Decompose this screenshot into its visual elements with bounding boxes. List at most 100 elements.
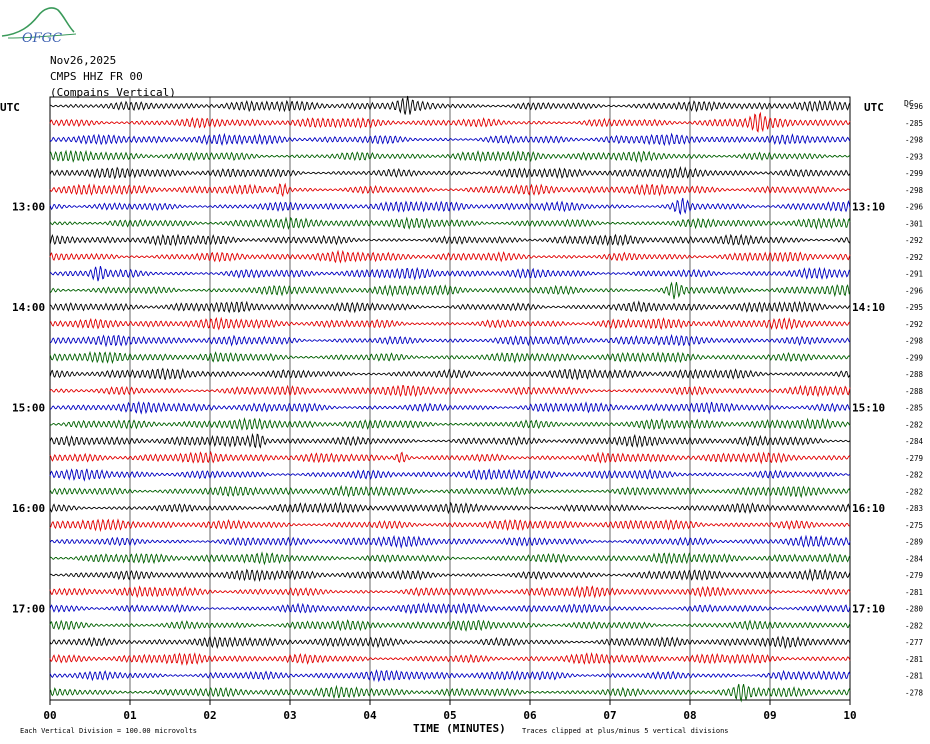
clip-footnote: Traces clipped at plus/minus 5 vertical … [522,727,729,735]
trace-line [49,95,851,115]
dc-offset-label: -285 [905,119,923,128]
dc-offset-label: -281 [905,655,923,664]
dc-offset-label: -288 [905,387,924,396]
scale-footnote: Each Vertical Division = 100.00 microvol… [20,727,197,735]
right-time-label: 14:10 [852,301,885,314]
dc-offset-label: -279 [905,454,923,463]
trace-line [49,367,851,381]
x-tick-label: 08 [683,709,696,722]
chart-date: Nov26,2025 [50,54,117,67]
dc-offset-label: -299 [905,353,923,362]
left-time-label: 14:00 [12,301,45,314]
trace-line [49,216,851,230]
x-tick-label: 01 [123,709,137,722]
axis-labels: 00 01 02 03 04 05 06 07 08 09 10 -296 -285 -298 -293 -2… [12,102,924,722]
dc-offset-label: -279 [905,571,923,580]
dc-offset-label: -296 [905,203,924,212]
trace-line [49,585,851,599]
trace-line [49,518,851,533]
dc-offset-label: -299 [905,169,923,178]
trace-line [49,551,851,566]
trace-line [49,485,851,499]
time-gridlines [49,96,851,705]
dc-offset-label: -298 [905,186,924,195]
trace-line [49,149,851,163]
trace-line [49,384,851,398]
trace-line [49,501,851,515]
trace-line [49,265,851,282]
dc-offset-label: -277 [905,638,923,647]
dc-offset-label: -295 [905,303,923,312]
seismic-traces [49,95,851,703]
trace-line [49,333,851,348]
trace-line [49,602,851,615]
trace-line [49,683,851,703]
logo-mountain-icon [1,7,75,37]
trace-line [49,450,851,465]
trace-line [49,111,851,133]
x-tick-label: 06 [523,709,537,722]
dc-offset-label: -296 [905,286,924,295]
x-tick-label: 05 [443,709,456,722]
dc-offset-label: -284 [905,437,924,446]
dc-offset-label: -292 [905,253,923,262]
right-time-label: 15:10 [852,402,885,415]
right-utc-label: UTC [864,101,884,114]
left-utc-label: UTC [0,101,20,114]
chart-station: CMPS HHZ FR 00 [50,70,143,83]
trace-line [49,350,851,365]
trace-line [49,635,851,650]
trace-line [49,300,851,314]
dc-offset-label: -301 [905,219,923,228]
dc-offset-label: -285 [905,404,923,413]
dc-offset-label: -281 [905,672,923,681]
trace-line [49,316,851,331]
x-tick-label: 07 [603,709,616,722]
trace-line [49,182,851,198]
dc-offset-label: -284 [905,554,924,563]
right-time-label: 16:10 [852,502,885,515]
left-time-label: 15:00 [12,402,45,415]
trace-line [49,249,851,264]
dc-offset-label: -291 [905,270,923,279]
dc-offset-label: -282 [905,621,923,630]
dc-offset-label: -293 [905,152,923,161]
left-time-label: 13:00 [12,201,45,214]
trace-line [49,651,851,666]
dc-header-label: DC [904,99,914,108]
dc-offset-label: -280 [905,605,924,614]
trace-line [49,165,851,180]
trace-line [49,619,851,632]
dc-offset-label: -288 [905,370,924,379]
dc-offset-label: -298 [905,337,924,346]
x-tick-label: 03 [283,709,296,722]
trace-line [49,401,851,415]
trace-line [49,197,851,216]
dc-offset-label: -296 [905,102,924,111]
dc-offset-label: -282 [905,471,923,480]
left-time-label: 17:00 [12,603,45,616]
trace-line [49,233,851,247]
trace-line [49,432,851,449]
dc-offset-label: -292 [905,320,923,329]
dc-offset-label: -289 [905,538,923,547]
trace-line [49,132,851,147]
trace-line [49,468,851,482]
x-tick-label: 10 [843,709,856,722]
x-tick-label: 00 [43,709,56,722]
right-time-label: 13:10 [852,201,885,214]
trace-line [49,668,851,683]
dc-offset-label: -281 [905,588,923,597]
chart-location: (Compains Vertical) [50,86,176,99]
trace-line [49,534,851,549]
dc-offset-label: -292 [905,236,923,245]
dc-offset-label: -282 [905,420,923,429]
logo-text: OFGC [22,31,62,44]
x-tick-label: 09 [763,709,776,722]
trace-line [49,417,851,431]
x-tick-label: 04 [363,709,377,722]
left-time-label: 16:00 [12,502,45,515]
dc-offset-label: -298 [905,136,924,145]
right-time-label: 17:10 [852,603,885,616]
dc-offset-label: -283 [905,504,923,513]
